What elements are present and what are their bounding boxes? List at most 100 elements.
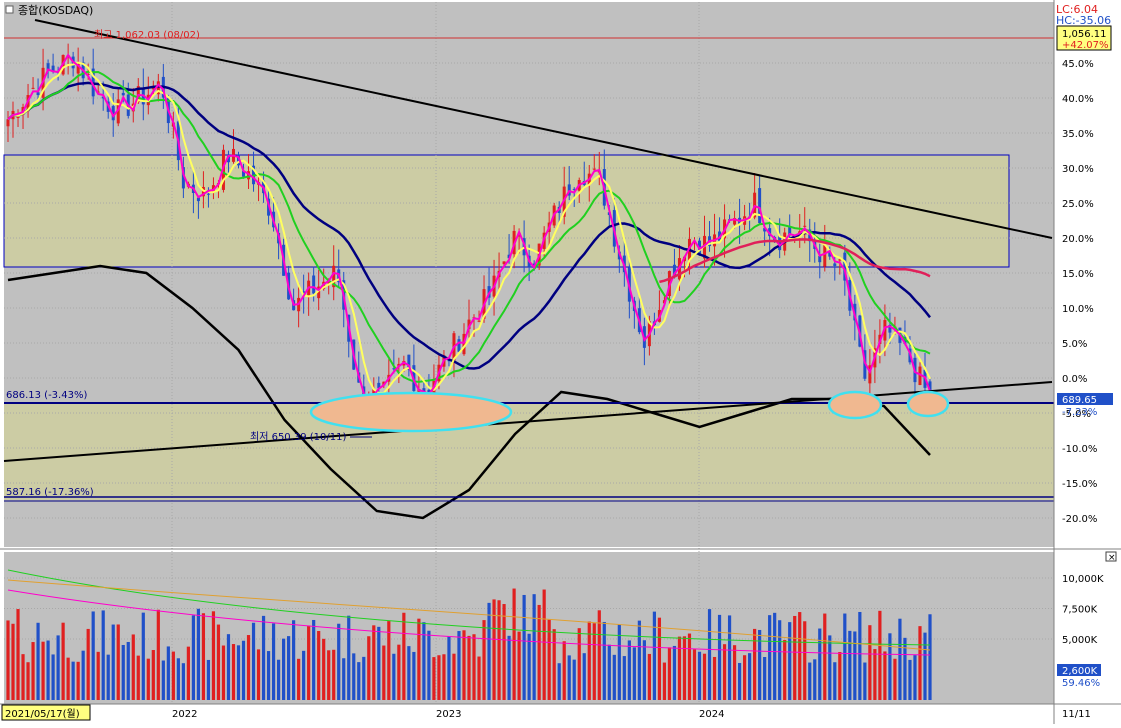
- volume-bar: [883, 651, 887, 700]
- volume-bar: [86, 628, 90, 700]
- volume-bar: [261, 615, 266, 700]
- volume-bar: [166, 646, 170, 700]
- volume-bar: [783, 640, 787, 700]
- candle-body: [101, 96, 105, 99]
- retest-ellipse-2: [906, 390, 950, 418]
- volume-bar: [798, 612, 802, 700]
- volume-bar: [442, 654, 446, 700]
- candle-body: [763, 228, 767, 232]
- volume-bar: [297, 658, 301, 700]
- volume-bar: [602, 621, 606, 700]
- volume-bar: [241, 640, 246, 700]
- candle-body: [918, 366, 922, 385]
- price-tick-label: 10.0%: [1062, 304, 1094, 315]
- volume-bar: [392, 653, 396, 700]
- volume-bar: [838, 651, 842, 700]
- volume-bar: [577, 628, 581, 700]
- volume-bar: [151, 650, 155, 700]
- volume-bar: [276, 659, 281, 700]
- volume-bar: [327, 650, 331, 700]
- volume-bar: [672, 645, 677, 700]
- volume-bar: [221, 645, 226, 700]
- volume-bar: [587, 621, 591, 700]
- volume-bar: [492, 599, 496, 700]
- resistance-zone: [3, 154, 1010, 268]
- descending-trendline[interactable]: [34, 19, 1053, 239]
- volume-bar: [632, 647, 636, 700]
- volume-ma-line: [7, 579, 931, 651]
- volume-bar: [302, 650, 306, 700]
- volume-bar: [768, 615, 772, 700]
- ascending-trendline[interactable]: [3, 381, 1053, 462]
- volume-bar: [597, 610, 601, 700]
- volume-bar: [898, 618, 902, 700]
- volume-bar: [662, 662, 667, 700]
- long-ma-line[interactable]: [659, 238, 931, 284]
- volume-bar: [858, 611, 862, 700]
- volume-bar: [332, 649, 336, 700]
- volume-bar: [903, 637, 907, 700]
- price-tick-label: 35.0%: [1062, 129, 1094, 140]
- volume-bar: [457, 631, 461, 700]
- volume-bar: [312, 619, 316, 700]
- volume-bar: [236, 645, 241, 700]
- volume-bar: [687, 633, 692, 700]
- volume-bar: [617, 624, 621, 700]
- volume-bar: [497, 600, 501, 700]
- price-tick-label: 5.0%: [1062, 339, 1087, 350]
- volume-bar: [357, 662, 361, 700]
- volume-bar: [61, 622, 65, 700]
- volume-bar: [186, 646, 190, 700]
- candle-body: [818, 255, 822, 263]
- ma60-line[interactable]: [7, 70, 931, 383]
- volume-bar: [572, 659, 576, 700]
- volume-bar: [432, 657, 436, 700]
- volume-bar: [377, 626, 381, 700]
- volume-bar: [66, 657, 70, 700]
- candle-body: [833, 263, 837, 266]
- candle-body: [788, 227, 792, 236]
- volume-bar: [567, 655, 571, 700]
- price-tick-label: 40.0%: [1062, 94, 1094, 105]
- volume-bar: [387, 621, 391, 700]
- candle-body: [502, 261, 506, 265]
- current-volume-value: 2,600K: [1062, 666, 1098, 677]
- volume-bar: [512, 588, 516, 700]
- volume-bar: [201, 613, 206, 700]
- ma20-line[interactable]: [7, 61, 931, 395]
- title-checkbox[interactable]: [5, 5, 14, 14]
- volume-bar: [382, 645, 386, 700]
- volume-bar: [91, 611, 95, 700]
- volume-bar: [111, 624, 115, 700]
- volume-bar: [41, 641, 45, 700]
- volume-bar: [427, 630, 431, 700]
- volume-bar: [251, 622, 256, 700]
- volume-bar: [487, 602, 491, 700]
- volume-bar: [778, 620, 782, 700]
- volume-panel-close-button[interactable]: [1105, 551, 1117, 562]
- volume-bar: [126, 641, 130, 700]
- volume-bar: [281, 638, 286, 700]
- date-tick-2022: 2022: [172, 709, 197, 720]
- candle-body: [868, 365, 872, 384]
- volume-bar: [26, 662, 30, 700]
- volume-bar: [246, 635, 251, 700]
- volume-bar: [317, 630, 321, 700]
- price-tick-label: -10.0%: [1062, 444, 1097, 455]
- candle-body: [703, 235, 707, 259]
- volume-bar: [287, 636, 291, 700]
- volume-bar: [722, 644, 727, 700]
- price-tick-label: 15.0%: [1062, 269, 1094, 280]
- candle-body: [332, 265, 336, 288]
- volume-bar: [612, 654, 616, 700]
- close-icon[interactable]: ×: [1108, 553, 1116, 563]
- volume-bar: [161, 660, 165, 700]
- volume-bar: [818, 628, 822, 700]
- volume-bar: [226, 634, 231, 700]
- volume-bar: [923, 632, 927, 700]
- candle-body: [928, 381, 932, 395]
- volume-bar: [51, 654, 55, 700]
- volume-bar: [121, 644, 125, 700]
- price-box-value: 1,056.11: [1062, 29, 1107, 40]
